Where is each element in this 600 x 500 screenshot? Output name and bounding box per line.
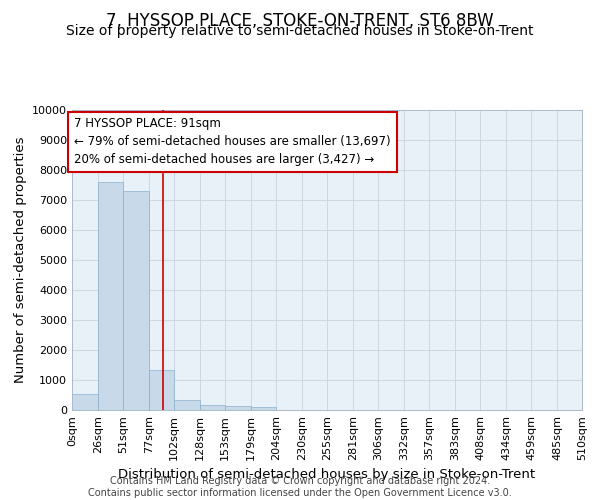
Bar: [174, 400, 200, 410]
Bar: [98, 182, 123, 410]
Bar: [72, 394, 98, 410]
X-axis label: Distribution of semi-detached houses by size in Stoke-on-Trent: Distribution of semi-detached houses by …: [118, 468, 536, 481]
Text: 7, HYSSOP PLACE, STOKE-ON-TRENT, ST6 8BW: 7, HYSSOP PLACE, STOKE-ON-TRENT, ST6 8BW: [106, 12, 494, 30]
Text: Size of property relative to semi-detached houses in Stoke-on-Trent: Size of property relative to semi-detach…: [66, 24, 534, 38]
Bar: [123, 191, 149, 410]
Y-axis label: Number of semi-detached properties: Number of semi-detached properties: [14, 136, 26, 383]
Text: 7 HYSSOP PLACE: 91sqm
← 79% of semi-detached houses are smaller (13,697)
20% of : 7 HYSSOP PLACE: 91sqm ← 79% of semi-deta…: [74, 118, 391, 166]
Bar: [200, 405, 225, 410]
Bar: [251, 407, 276, 410]
Text: Contains HM Land Registry data © Crown copyright and database right 2024.
Contai: Contains HM Land Registry data © Crown c…: [88, 476, 512, 498]
Bar: [225, 406, 251, 410]
Bar: [149, 370, 174, 410]
